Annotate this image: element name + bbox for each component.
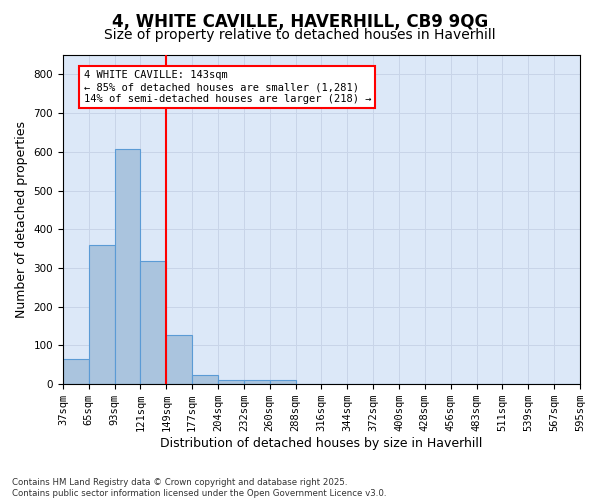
Bar bbox=[166, 334, 192, 384]
Bar bbox=[244, 380, 270, 384]
Y-axis label: Number of detached properties: Number of detached properties bbox=[15, 121, 28, 318]
Text: 4, WHITE CAVILLE, HAVERHILL, CB9 9QG: 4, WHITE CAVILLE, HAVERHILL, CB9 9QG bbox=[112, 12, 488, 30]
Bar bbox=[140, 261, 166, 384]
Text: 4 WHITE CAVILLE: 143sqm
← 85% of detached houses are smaller (1,281)
14% of semi: 4 WHITE CAVILLE: 143sqm ← 85% of detache… bbox=[83, 70, 371, 104]
Text: Contains HM Land Registry data © Crown copyright and database right 2025.
Contai: Contains HM Land Registry data © Crown c… bbox=[12, 478, 386, 498]
Bar bbox=[192, 374, 218, 384]
Text: Size of property relative to detached houses in Haverhill: Size of property relative to detached ho… bbox=[104, 28, 496, 42]
Bar bbox=[115, 148, 140, 384]
Bar bbox=[218, 380, 244, 384]
X-axis label: Distribution of detached houses by size in Haverhill: Distribution of detached houses by size … bbox=[160, 437, 482, 450]
Bar bbox=[270, 380, 296, 384]
Bar bbox=[89, 245, 115, 384]
Bar bbox=[63, 359, 89, 384]
